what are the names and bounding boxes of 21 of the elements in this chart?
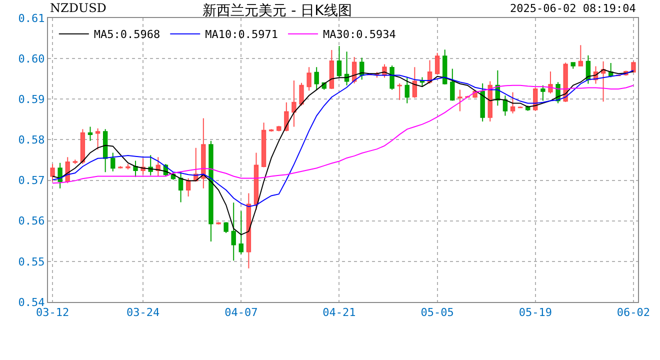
x-tick-label: 04-07 [224,306,258,320]
y-tick-label: 0.61 [18,12,45,25]
legend-label: MA5:0.5968 [94,28,160,42]
x-tick-label: 05-05 [420,306,454,320]
y-tick-label: 0.56 [18,214,45,228]
x-tick-label: 05-19 [518,306,552,320]
x-tick-label: 03-24 [126,306,160,320]
y-tick-label: 0.54 [18,296,46,309]
y-tick-label: 0.57 [18,174,45,188]
text: NZDUSD [50,1,106,15]
x-tick-label: 03-12 [36,306,70,320]
y-tick-label: 0.55 [18,255,45,268]
text: 2025-06-02 08:19:04 [510,2,636,15]
y-tick-label: 0.59 [18,92,45,106]
y-tick-label: 0.60 [18,52,45,66]
x-tick-label: 06-02 [616,306,650,320]
y-tick-label: 0.58 [18,134,45,147]
legend-label: MA30:0.5934 [322,28,396,42]
x-tick-label: 04-21 [322,306,356,320]
legend-label: MA10:0.5971 [205,28,278,42]
chart-title: 新西兰元美元 - 日K线图 [202,3,352,20]
